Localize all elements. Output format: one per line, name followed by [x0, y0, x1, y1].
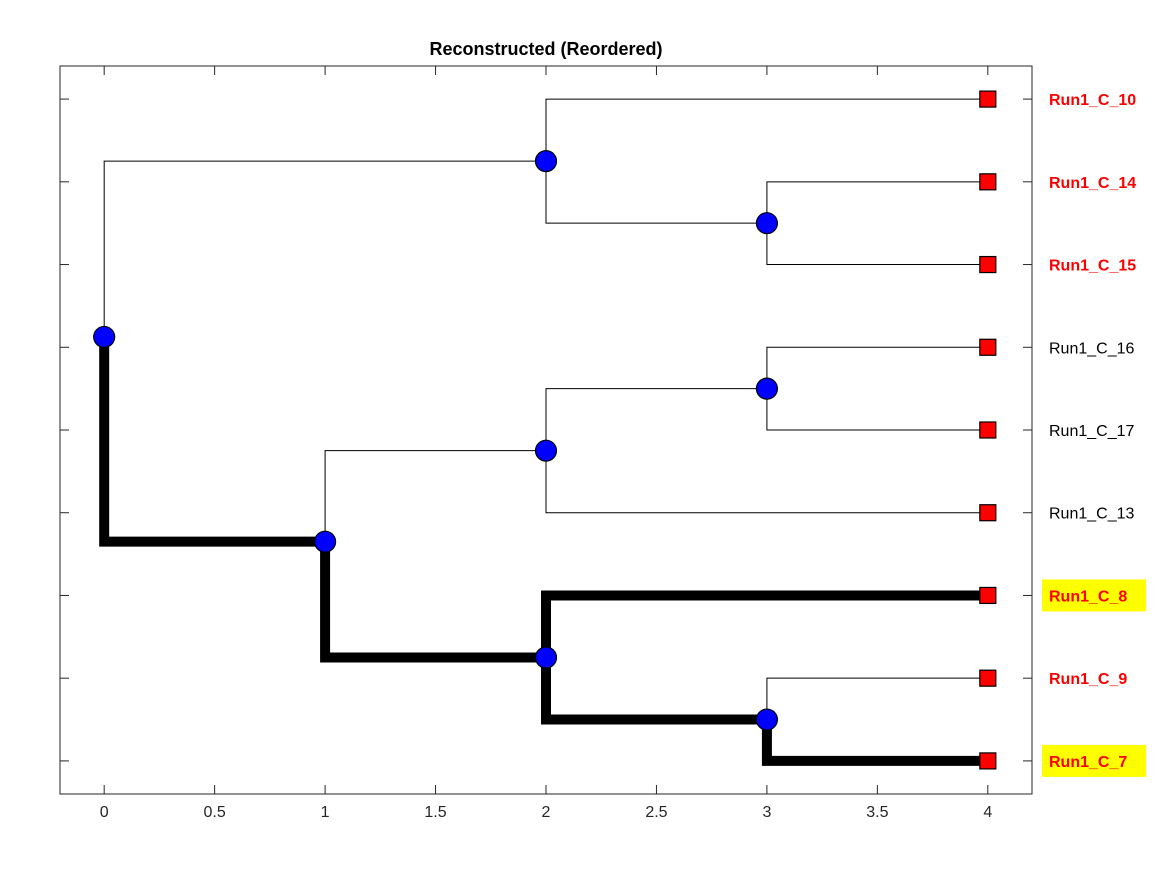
edge [103, 160, 546, 337]
bold-edge [320, 541, 546, 663]
x-axis: 0 0.5 1 1.5 2 2.5 3 3.5 4 [100, 66, 992, 821]
x-tick-label: 3.5 [866, 804, 888, 821]
internal-node-marker [755, 212, 779, 235]
internal-node-marker [534, 646, 558, 669]
tree-edges [99, 98, 988, 766]
edge [766, 677, 988, 720]
edge [545, 98, 988, 162]
leaf-node-marker [979, 669, 997, 687]
leaf-node-marker [979, 752, 997, 770]
leaf-label-highlight [1042, 744, 1146, 777]
tree-nodes [93, 90, 997, 770]
x-tick-label: 3 [762, 804, 771, 821]
x-tick-label: 1.5 [424, 804, 446, 821]
bold-edge [99, 336, 326, 547]
x-tick-label: 4 [983, 804, 992, 821]
leaf-label: Run1_C_14 [1049, 175, 1136, 192]
edge [545, 388, 767, 451]
edge [766, 181, 988, 224]
edge [766, 223, 988, 266]
leaf-node-marker [979, 504, 997, 522]
internal-node-marker [93, 325, 116, 349]
x-tick-label: 0 [100, 804, 109, 821]
bold-edge [541, 590, 988, 658]
leaf-label: Run1_C_15 [1049, 258, 1136, 275]
leaf-node-marker [979, 255, 997, 274]
x-tick-label: 0.5 [204, 804, 226, 821]
x-tick-label: 1 [321, 804, 330, 821]
leaf-labels: Run1_C_10 Run1_C_14 Run1_C_15 Run1_C_16 Run1… [1042, 92, 1146, 777]
leaf-label: Run1_C_13 [1049, 506, 1135, 523]
bold-edge [761, 719, 988, 766]
internal-node-marker [755, 708, 779, 731]
leaf-node-marker [979, 586, 997, 605]
leaf-label: Run1_C_16 [1049, 340, 1135, 357]
x-tick-label: 2.5 [645, 804, 667, 821]
leaf-label: Run1_C_17 [1049, 423, 1135, 440]
leaf-label: Run1_C_10 [1049, 92, 1136, 109]
edge [766, 388, 988, 431]
edge [766, 346, 988, 389]
leaf-node-marker [979, 421, 997, 439]
leaf-label: Run1_C_7 [1049, 754, 1127, 771]
leaf-node-marker [979, 90, 997, 108]
edge [545, 161, 767, 224]
internal-node-marker [534, 439, 558, 462]
edge [545, 450, 988, 514]
x-tick-label: 2 [542, 804, 551, 821]
leaf-label: Run1_C_8 [1049, 588, 1127, 605]
leaf-node-marker [979, 173, 997, 191]
leaf-label-highlight [1042, 579, 1146, 612]
bold-edge [541, 657, 767, 725]
leaf-node-marker [979, 338, 997, 356]
y-axis [60, 98, 1032, 762]
leaf-label: Run1_C_9 [1049, 671, 1127, 688]
internal-node-marker [313, 530, 337, 553]
internal-node-marker [534, 150, 558, 173]
edge [324, 450, 546, 542]
chart-title: Reconstructed (Reordered) [429, 39, 662, 59]
internal-node-marker [755, 377, 779, 400]
